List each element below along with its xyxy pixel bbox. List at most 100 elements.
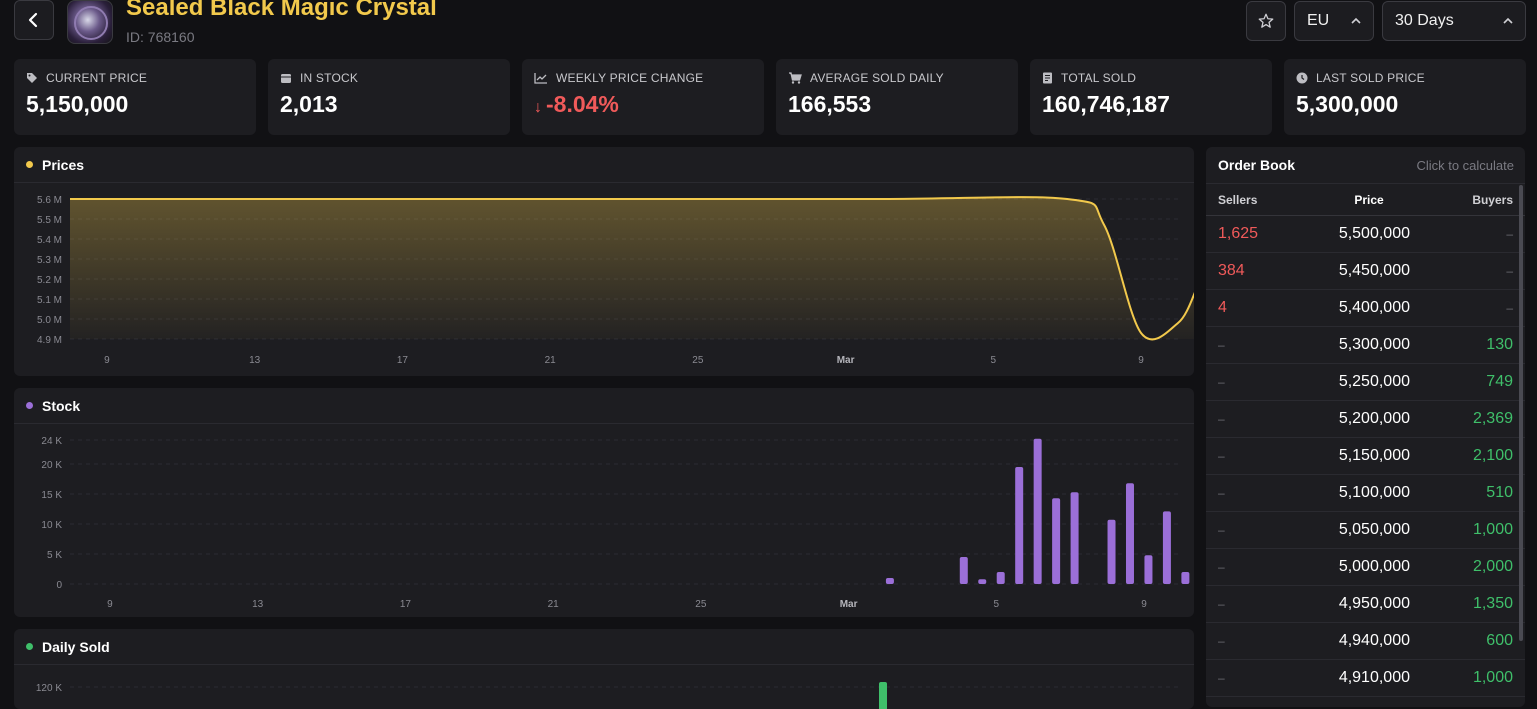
order-row[interactable]: – 5,250,000 749 bbox=[1206, 364, 1525, 401]
panel-title: Daily Sold bbox=[42, 638, 110, 655]
x-tick-label: Mar bbox=[837, 355, 855, 366]
x-tick-label: 9 bbox=[1138, 355, 1144, 366]
y-tick-label: 5.6 M bbox=[37, 195, 62, 206]
item-thumbnail bbox=[67, 0, 113, 44]
cart-icon bbox=[789, 72, 802, 84]
y-tick-label: 24 K bbox=[41, 436, 62, 447]
price-cell: 5,100,000 bbox=[1338, 484, 1410, 501]
stat-value: 5,300,000 bbox=[1296, 91, 1399, 117]
stat-average-sold: AVERAGE SOLD DAILY 166,553 bbox=[776, 59, 1018, 135]
y-tick-label: 15 K bbox=[41, 490, 62, 501]
y-tick-label: 5.4 M bbox=[37, 235, 62, 246]
region-select[interactable]: EU bbox=[1294, 1, 1374, 41]
stat-label: AVERAGE SOLD DAILY bbox=[810, 71, 944, 85]
stock-bar bbox=[1181, 572, 1190, 584]
order-row[interactable]: – 5,050,000 1,000 bbox=[1206, 512, 1525, 549]
back-button[interactable] bbox=[14, 0, 54, 40]
sold-bar bbox=[879, 682, 887, 709]
y-tick-label: 20 K bbox=[41, 460, 62, 471]
y-tick-label: 5 K bbox=[47, 550, 62, 561]
sellers-cell: – bbox=[1218, 634, 1225, 648]
period-select[interactable]: 30 Days bbox=[1382, 1, 1526, 41]
y-tick-label: 5.1 M bbox=[37, 295, 62, 306]
price-cell: 5,450,000 bbox=[1338, 262, 1410, 279]
buyers-cell: 2,100 bbox=[1472, 447, 1513, 464]
sellers-cell: – bbox=[1218, 597, 1225, 611]
order-row[interactable]: – 5,200,000 2,369 bbox=[1206, 401, 1525, 438]
y-tick-label: 5.0 M bbox=[37, 315, 62, 326]
daily-sold-panel: Daily Sold 120 K bbox=[14, 629, 1194, 709]
order-book-title: Order Book bbox=[1218, 157, 1296, 173]
stock-bar bbox=[959, 557, 968, 584]
panel-title: Stock bbox=[42, 397, 81, 414]
buyers-cell: 1,000 bbox=[1472, 669, 1513, 686]
price-cell: 5,400,000 bbox=[1338, 299, 1410, 316]
sellers-cell: – bbox=[1218, 523, 1225, 537]
price-cell: 5,200,000 bbox=[1338, 410, 1410, 427]
order-row[interactable]: 384 5,450,000 – bbox=[1206, 253, 1525, 290]
order-row[interactable]: – 5,150,000 2,100 bbox=[1206, 438, 1525, 475]
box-icon bbox=[281, 74, 291, 83]
stock-bar bbox=[1107, 519, 1116, 584]
order-row[interactable]: – 4,940,000 600 bbox=[1206, 623, 1525, 660]
order-book: Order Book Click to calculate Sellers Pr… bbox=[1206, 147, 1525, 707]
price-cell: 4,940,000 bbox=[1338, 632, 1410, 649]
order-row[interactable]: – 5,100,000 510 bbox=[1206, 475, 1525, 512]
x-tick-label: 13 bbox=[252, 599, 264, 610]
order-row[interactable]: – 4,950,000 1,350 bbox=[1206, 586, 1525, 623]
stock-bar bbox=[1033, 438, 1042, 584]
stock-bar bbox=[1144, 555, 1153, 584]
region-value: EU bbox=[1307, 12, 1330, 29]
price-line bbox=[69, 196, 1194, 341]
sellers-cell: – bbox=[1218, 449, 1225, 463]
scrollbar[interactable] bbox=[1519, 185, 1523, 641]
buyers-cell: 2,000 bbox=[1472, 558, 1513, 575]
stat-value: 2,013 bbox=[280, 91, 338, 117]
buyers-cell: 749 bbox=[1486, 373, 1513, 390]
chevron-up-icon bbox=[1503, 17, 1513, 24]
sellers-cell: – bbox=[1218, 412, 1225, 426]
sellers-cell: 384 bbox=[1218, 262, 1245, 279]
x-tick-label: 17 bbox=[397, 355, 409, 366]
buyers-cell: 130 bbox=[1486, 336, 1513, 353]
calculate-hint[interactable]: Click to calculate bbox=[1416, 157, 1514, 173]
stock-bar bbox=[1162, 511, 1171, 584]
stat-weekly-change: WEEKLY PRICE CHANGE ↓ -8.04% bbox=[522, 59, 764, 135]
price-cell: 5,250,000 bbox=[1338, 373, 1410, 390]
buyers-cell: 1,000 bbox=[1472, 521, 1513, 538]
y-tick-label: 5.2 M bbox=[37, 275, 62, 286]
x-tick-label: 9 bbox=[1141, 599, 1147, 610]
favorite-button[interactable] bbox=[1246, 1, 1286, 41]
price-cell: 5,500,000 bbox=[1338, 225, 1410, 242]
order-row[interactable]: 4 5,400,000 – bbox=[1206, 290, 1525, 327]
stat-label: LAST SOLD PRICE bbox=[1316, 71, 1425, 85]
stat-label: CURRENT PRICE bbox=[46, 71, 148, 85]
order-row[interactable]: – 4,910,000 1,000 bbox=[1206, 660, 1525, 697]
stat-label: TOTAL SOLD bbox=[1061, 71, 1137, 85]
order-row[interactable]: 1,625 5,500,000 – bbox=[1206, 216, 1525, 253]
x-tick-label: 25 bbox=[692, 355, 704, 366]
chevron-up-icon bbox=[1351, 17, 1361, 24]
arrow-down-icon: ↓ bbox=[534, 99, 542, 116]
y-tick-label: 4.9 M bbox=[37, 335, 62, 346]
stock-bar bbox=[978, 579, 987, 584]
daily-sold-chart: 120 K bbox=[36, 682, 1178, 709]
panel-title: Prices bbox=[42, 156, 85, 173]
buyers-cell: – bbox=[1506, 264, 1513, 278]
buyers-cell: 510 bbox=[1486, 484, 1513, 501]
stat-value: 160,746,187 bbox=[1042, 91, 1170, 117]
y-tick-label: 0 bbox=[56, 580, 62, 591]
prices-chart: 5.6 M 5.5 M 5.4 M 5.3 M 5.2 M 5.1 M 5.0 M 4.9 M… bbox=[37, 195, 1194, 366]
stat-value: 166,553 bbox=[788, 91, 872, 117]
period-value: 30 Days bbox=[1395, 12, 1454, 29]
order-row[interactable]: – 5,300,000 130 bbox=[1206, 327, 1525, 364]
price-cell: 4,950,000 bbox=[1338, 595, 1410, 612]
x-tick-label: 21 bbox=[545, 355, 557, 366]
price-cell: 5,000,000 bbox=[1338, 558, 1410, 575]
x-tick-label: 21 bbox=[548, 599, 560, 610]
header: Sealed Black Magic Crystal ID: 768160 EU… bbox=[0, 0, 1537, 56]
col-sellers: Sellers bbox=[1218, 192, 1258, 207]
order-row[interactable]: – 5,000,000 2,000 bbox=[1206, 549, 1525, 586]
price-cell: 5,150,000 bbox=[1338, 447, 1410, 464]
buyers-cell: – bbox=[1506, 227, 1513, 241]
